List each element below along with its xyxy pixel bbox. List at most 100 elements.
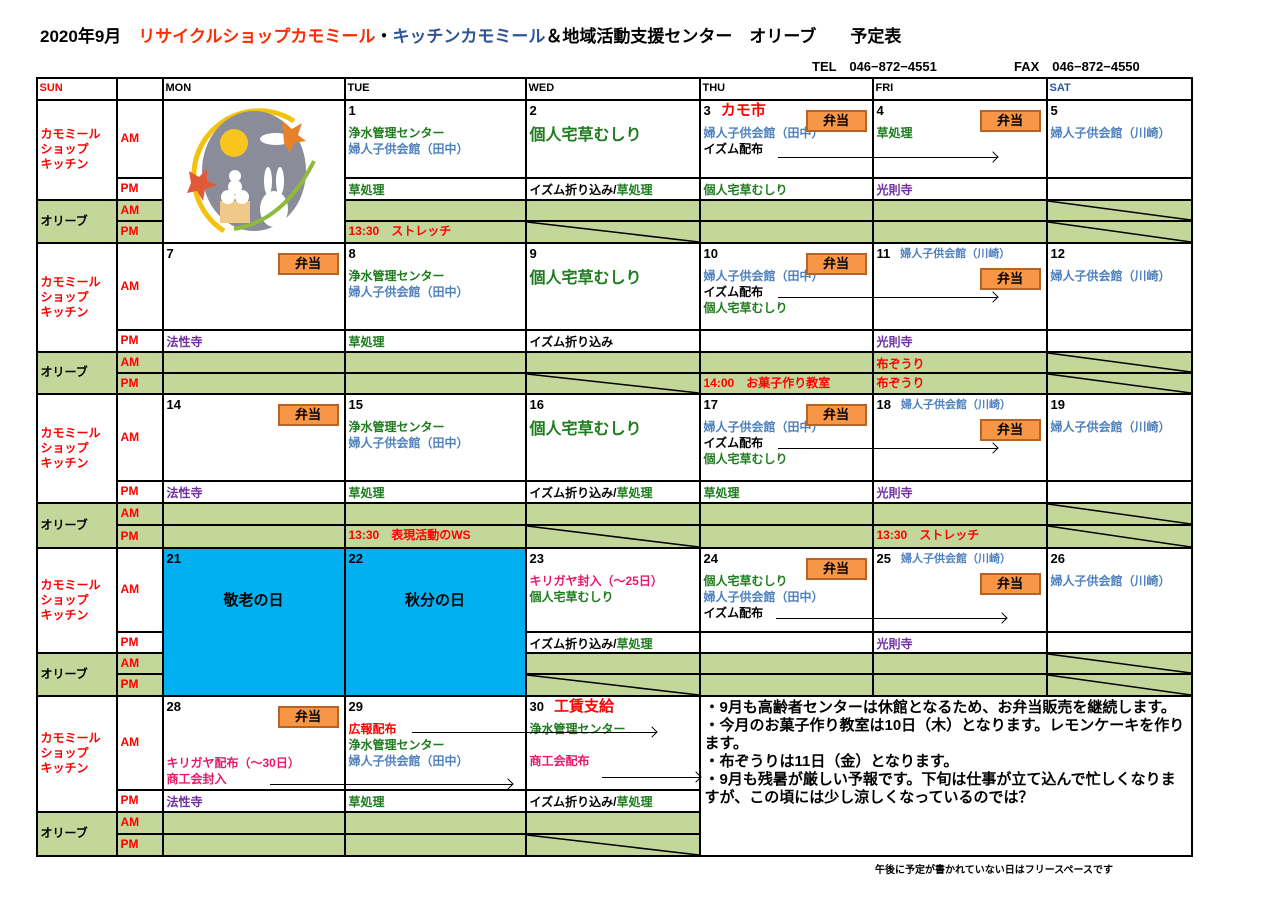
day-1-am[interactable]: 1 浄水管理センター 婦人子供会館（田中） <box>344 99 526 178</box>
day-10-am[interactable]: 10 婦人子供会館（田中） イズム配布 個人宅草むしり 弁当 <box>699 242 873 330</box>
day-9-olive-am[interactable] <box>525 351 700 373</box>
day-29-am[interactable]: 29 広報配布 浄水管理センター 婦人子供会館（田中） <box>344 695 526 790</box>
day-12-am[interactable]: 12 婦人子供会館（川崎） <box>1046 242 1192 330</box>
day-8-olive-am[interactable] <box>344 351 526 373</box>
day-14-pm[interactable]: 法性寺 <box>162 480 345 503</box>
day-26-pm[interactable] <box>1046 631 1192 653</box>
day-9-am[interactable]: 9 個人宅草むしり <box>525 242 700 330</box>
day-1-olive-pm[interactable]: 13:30 ストレッチ <box>344 220 526 243</box>
schedule-text: 婦人子供会館（田中） <box>703 419 824 434</box>
day-3-am[interactable]: 3 カモ市 婦人子供会館（田中） イズム配布 弁当 <box>699 99 873 178</box>
day-17-am[interactable]: 17 婦人子供会館（田中） イズム配布 個人宅草むしり 弁当 <box>699 393 873 481</box>
day-3-olive-am[interactable] <box>699 199 873 221</box>
day-18-am[interactable]: 18 婦人子供会館（川崎） 弁当 <box>872 393 1047 481</box>
day-9-pm[interactable]: イズム折り込み <box>525 329 700 352</box>
day-4-olive-pm[interactable] <box>872 220 1047 243</box>
day-5-olive-am[interactable] <box>1046 199 1192 221</box>
day-8-olive-pm[interactable] <box>344 372 526 394</box>
day-11-olive-pm[interactable]: 布ぞうり <box>872 372 1047 394</box>
day-11-am[interactable]: 11 婦人子供会館（川崎） 弁当 <box>872 242 1047 330</box>
day-28-pm[interactable]: 法性寺 <box>162 789 345 812</box>
day-28-olive-pm[interactable] <box>162 833 345 856</box>
day-14-am[interactable]: 14 弁当 <box>162 393 345 481</box>
day-19-am[interactable]: 19 婦人子供会館（川崎） <box>1046 393 1192 481</box>
day-16-pm[interactable]: イズム折り込み/草処理 <box>525 480 700 503</box>
day-5-olive-pm[interactable] <box>1046 220 1192 243</box>
day-14-olive-am[interactable] <box>162 502 345 525</box>
day-29-olive-am[interactable] <box>344 811 526 834</box>
day-18-olive-am[interactable] <box>872 502 1047 525</box>
day-30-olive-am[interactable] <box>525 811 700 834</box>
day-26-olive-pm[interactable] <box>1046 673 1192 696</box>
day-7-olive-pm[interactable] <box>162 372 345 394</box>
day-15-olive-am[interactable] <box>344 502 526 525</box>
day-2-olive-pm[interactable] <box>525 220 700 243</box>
day-24-am[interactable]: 24 個人宅草むしり 婦人子供会館（田中） イズム配布 弁当 <box>699 547 873 632</box>
day-1-pm[interactable]: 草処理 <box>344 177 526 200</box>
day-2-pm[interactable]: イズム折り込み/草処理 <box>525 177 700 200</box>
day-16-olive-am[interactable] <box>525 502 700 525</box>
day-10-olive-pm[interactable]: 14:00 お菓子作り教室 <box>699 372 873 394</box>
day-18-pm[interactable]: 光則寺 <box>872 480 1047 503</box>
day-7-pm[interactable]: 法性寺 <box>162 329 345 352</box>
day-5-pm[interactable] <box>1046 177 1192 200</box>
day-29-olive-pm[interactable] <box>344 833 526 856</box>
day-3-pm[interactable]: 個人宅草むしり <box>699 177 873 200</box>
day-14-olive-pm[interactable] <box>162 524 345 548</box>
day-4-pm[interactable]: 光則寺 <box>872 177 1047 200</box>
day-11-pm[interactable]: 光則寺 <box>872 329 1047 352</box>
day-15-olive-pm[interactable]: 13:30 表現活動のWS <box>344 524 526 548</box>
day-4-olive-am[interactable] <box>872 199 1047 221</box>
day-23-pm[interactable]: イズム折り込み/草処理 <box>525 631 700 653</box>
day-17-olive-am[interactable] <box>699 502 873 525</box>
day-11-olive-am[interactable]: 布ぞうり <box>872 351 1047 373</box>
day-12-olive-pm[interactable] <box>1046 372 1192 394</box>
day-18-olive-pm[interactable]: 13:30 ストレッチ <box>872 524 1047 548</box>
day-19-olive-pm[interactable] <box>1046 524 1192 548</box>
day-4-am[interactable]: 4 草処理 弁当 <box>872 99 1047 178</box>
day-8-pm[interactable]: 草処理 <box>344 329 526 352</box>
day-25-pm[interactable]: 光則寺 <box>872 631 1047 653</box>
day-1-olive-am[interactable] <box>344 199 526 221</box>
day-7-olive-am[interactable] <box>162 351 345 373</box>
day-30-am[interactable]: 30 工賃支給 浄水管理センター 商工会配布 <box>525 695 700 790</box>
day-10-pm[interactable] <box>699 329 873 352</box>
day-30-pm[interactable]: イズム折り込み/草処理 <box>525 789 700 812</box>
day-25-olive-pm[interactable] <box>872 673 1047 696</box>
day-26-am[interactable]: 26 婦人子供会館（川崎） <box>1046 547 1192 632</box>
day-2-olive-am[interactable] <box>525 199 700 221</box>
slot-label-pm: PM <box>116 833 163 856</box>
day-10-olive-am[interactable] <box>699 351 873 373</box>
day-5-am[interactable]: 5 婦人子供会館（川崎） <box>1046 99 1192 178</box>
day-15-am[interactable]: 15 浄水管理センター 婦人子供会館（田中） <box>344 393 526 481</box>
day-24-pm[interactable] <box>699 631 873 653</box>
day-24-olive-pm[interactable] <box>699 673 873 696</box>
day-16-am[interactable]: 16 個人宅草むしり <box>525 393 700 481</box>
day-28-olive-am[interactable] <box>162 811 345 834</box>
day-30-olive-pm[interactable] <box>525 833 700 856</box>
day-17-olive-pm[interactable] <box>699 524 873 548</box>
day-25-am[interactable]: 25 婦人子供会館（川崎） 弁当 <box>872 547 1047 632</box>
day-19-olive-am[interactable] <box>1046 502 1192 525</box>
day-3-olive-pm[interactable] <box>699 220 873 243</box>
day-8-am[interactable]: 8 浄水管理センター 婦人子供会館（田中） <box>344 242 526 330</box>
day-2-am[interactable]: 2 個人宅草むしり <box>525 99 700 178</box>
day-24-olive-am[interactable] <box>699 652 873 674</box>
day-17-pm[interactable]: 草処理 <box>699 480 873 503</box>
day-23-olive-pm[interactable] <box>525 673 700 696</box>
day-15-pm[interactable]: 草処理 <box>344 480 526 503</box>
day-25-olive-am[interactable] <box>872 652 1047 674</box>
day-16-olive-pm[interactable] <box>525 524 700 548</box>
day-23-am[interactable]: 23 キリガヤ封入（〜25日） 個人宅草むしり <box>525 547 700 632</box>
day-28-am[interactable]: 28 キリガヤ配布（〜30日） 商工会封入 弁当 <box>162 695 345 790</box>
day-19-pm[interactable] <box>1046 480 1192 503</box>
day-29-pm[interactable]: 草処理 <box>344 789 526 812</box>
day-9-olive-pm[interactable] <box>525 372 700 394</box>
day-23-olive-am[interactable] <box>525 652 700 674</box>
day-12-pm[interactable] <box>1046 329 1192 352</box>
day-7-am[interactable]: 7 弁当 <box>162 242 345 330</box>
day-26-olive-am[interactable] <box>1046 652 1192 674</box>
day-12-olive-am[interactable] <box>1046 351 1192 373</box>
column-header-label: SAT <box>1049 81 1071 94</box>
